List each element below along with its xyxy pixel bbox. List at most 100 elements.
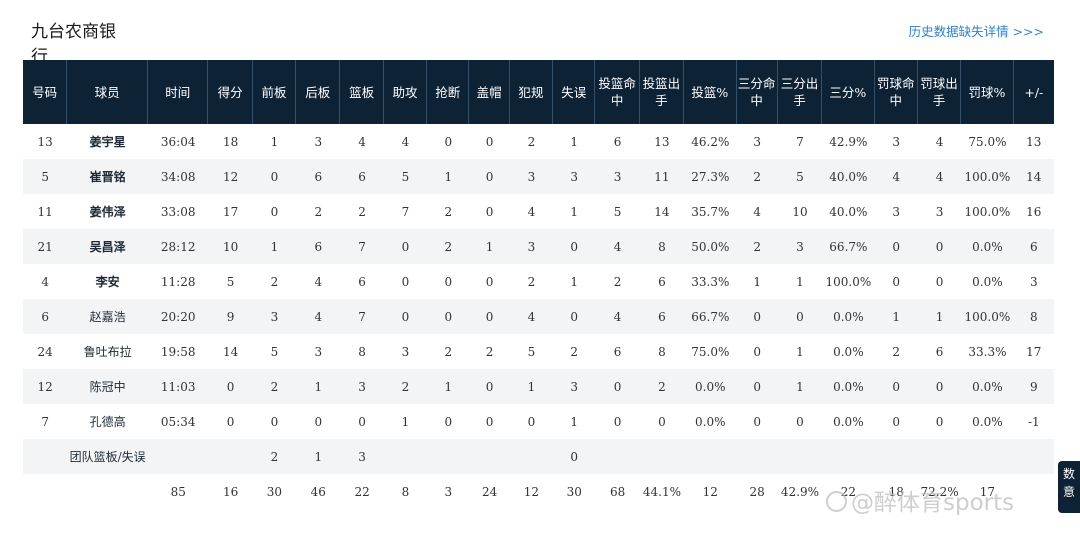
stat-cell: [1013, 439, 1054, 474]
stat-cell: 4: [917, 159, 962, 194]
stat-cell: 0: [314, 414, 323, 429]
stat-cell: 2: [427, 229, 470, 264]
stat-cell: 0: [777, 299, 823, 334]
column-header: 罚球%: [961, 60, 1014, 124]
stat-cell: 0: [252, 159, 297, 194]
player-name-link[interactable]: 陈冠中: [67, 369, 148, 404]
total-cell: 17: [961, 474, 1014, 509]
stat-cell: 0: [485, 204, 494, 219]
column-header: 投篮%: [684, 60, 737, 124]
stat-cell: 2: [613, 274, 622, 289]
stat-cell: 3: [553, 159, 596, 194]
watermark-logo-icon: [826, 491, 847, 512]
player-name-link[interactable]: 鲁吐布拉: [83, 345, 132, 359]
stat-cell: 3: [252, 299, 297, 334]
stat-cell: 0: [270, 414, 279, 429]
stat-cell: 17: [222, 204, 239, 219]
total-cell: 42.9%: [777, 474, 823, 509]
player-name-link[interactable]: 李安: [95, 275, 120, 289]
player-row: 21 吴昌泽 28:12 10 1 6 7 0 2 1 3 0 4 8 50.0% 2 3 66.7% 0 0 0.0%…: [23, 229, 1054, 264]
player-row: 13 姜宇星 36:04 18 1 3 4 4 0 0 2 1 6 13 46.2% 3 7 42.9% 3 4 75.…: [23, 124, 1054, 159]
stat-cell: 3: [892, 134, 901, 149]
column-header: 得分: [208, 60, 253, 124]
stat-cell: 1: [469, 229, 510, 264]
stat-cell: 3: [1029, 274, 1038, 289]
stat-cell: 0: [874, 369, 918, 404]
stat-cell: 100.0%: [825, 274, 872, 289]
stat-cell: 0: [796, 414, 804, 429]
total-cell: 22: [340, 474, 384, 509]
column-header: 时间: [147, 60, 209, 124]
stat-cell: 3: [314, 134, 323, 149]
stat-cell: 0: [358, 414, 366, 429]
stat-cell: -1: [1027, 414, 1040, 429]
stat-cell: 4: [753, 204, 761, 219]
stat-cell: 0.0%: [822, 369, 875, 404]
stat-cell: 4: [296, 299, 341, 334]
stat-cell: 1: [401, 414, 410, 429]
stat-cell: 1: [570, 274, 579, 289]
stat-cell: 100.0%: [961, 299, 1014, 334]
total-row: 总和 85 16 30 46 22 8 3 24 12 30 68 44.1% 12 28 42.9% 22 18…: [23, 474, 1054, 509]
table-header: 号码 球员 时间 得分 前板 后板 篮板 助攻 抢断 盖帽 犯规 失误 投篮命中 投篮出手 投篮% 三分命中三…: [23, 60, 1054, 124]
side-feedback-tab[interactable]: 数 意: [1058, 461, 1080, 513]
stat-cell: 1: [796, 344, 804, 359]
stat-cell: 1: [570, 204, 579, 219]
stat-cell: 11: [639, 159, 685, 194]
team-row-label: 团队篮板/失误: [67, 439, 148, 474]
stat-cell: 0: [553, 229, 596, 264]
stat-cell: [469, 439, 510, 474]
column-header: 球员: [67, 60, 148, 124]
stat-cell: 9: [1013, 369, 1054, 404]
stat-cell: 42.9%: [829, 134, 868, 149]
total-cell: 12: [684, 474, 737, 509]
stat-cell: 18: [222, 134, 239, 149]
stat-cell: 12: [23, 369, 68, 404]
stat-cell: 19:58: [160, 344, 196, 359]
player-name-link[interactable]: 赵嘉浩: [67, 299, 148, 334]
stat-cell: 17: [1026, 344, 1042, 359]
total-label: 总和: [23, 474, 148, 509]
stat-cell: 5: [383, 159, 428, 194]
stat-cell: 7: [401, 204, 410, 219]
stat-cell: 6: [639, 299, 685, 334]
stat-cell: 6: [340, 159, 384, 194]
stat-cell: 5: [226, 274, 235, 289]
player-name-link[interactable]: 姜宇星: [89, 135, 126, 149]
stat-cell: 66.7%: [822, 229, 875, 264]
stat-cell: 2: [252, 439, 297, 474]
stat-cell: 0: [401, 274, 410, 289]
stat-cell: 1: [777, 369, 823, 404]
stat-cell: 1: [874, 299, 918, 334]
stat-cell: 2: [527, 134, 536, 149]
stat-cell: 0: [469, 369, 510, 404]
stat-cell: 35.7%: [691, 204, 730, 219]
stat-cell: 0: [658, 414, 666, 429]
stat-cell: 6: [358, 274, 366, 289]
stat-cell: 0: [553, 299, 596, 334]
player-name-link[interactable]: 孔德高: [89, 415, 126, 429]
player-name-link[interactable]: 姜伟泽: [89, 205, 126, 219]
stat-cell: 3: [777, 229, 823, 264]
stat-cell: 2: [444, 204, 453, 219]
stat-cell: 3: [314, 344, 323, 359]
history-data-missing-link[interactable]: 历史数据缺失详情 >>>: [908, 24, 1044, 39]
stat-cell: 1: [753, 274, 761, 289]
stat-cell: [684, 439, 737, 474]
stat-cell: 5: [777, 159, 823, 194]
player-name-link[interactable]: 吴昌泽: [67, 229, 148, 264]
stat-cell: 40.0%: [822, 159, 875, 194]
player-name-link[interactable]: 崔晋铭: [67, 159, 148, 194]
column-header: 盖帽: [469, 60, 510, 124]
stat-cell: 2: [570, 344, 579, 359]
stat-cell: 1: [570, 414, 579, 429]
player-row: 11 姜伟泽 33:08 17 0 2 2 7 2 0 4 1 5 14 35.7% 4 10 40.0% 3 3 10…: [23, 194, 1054, 229]
player-row: 24 鲁吐布拉 19:58 14 5 3 8 3 2 2 5 2 6 8 75.0% 0 1 0.0% 2 6 33.3…: [23, 334, 1054, 369]
stat-cell: 0: [595, 369, 640, 404]
stat-cell: 1: [427, 159, 470, 194]
player-row: 4 李安 11:28 5 2 4 6 0 0 0 2 1 2 6 33.3% 1 1 100.0% 0 0 0.0% 3: [23, 264, 1054, 299]
stat-cell: 0: [917, 369, 962, 404]
column-header: 三分%: [822, 60, 875, 124]
stat-cell: 3: [892, 204, 901, 219]
stat-cell: 0.0%: [833, 414, 864, 429]
